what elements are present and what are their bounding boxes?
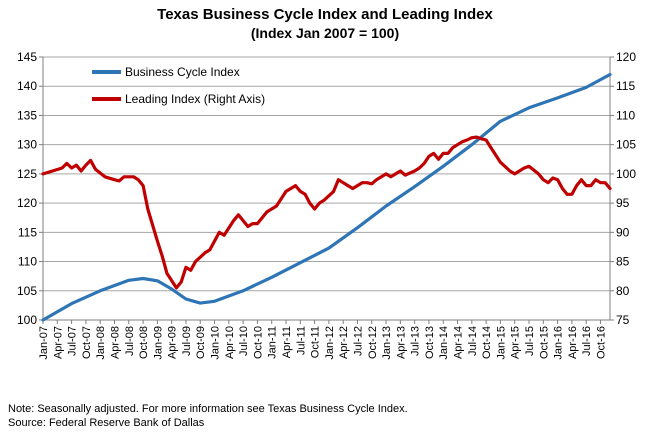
left-tick-label: 105: [17, 284, 37, 298]
x-tick-label: Jul-13: [410, 326, 422, 356]
x-tick-label: Jan-08: [95, 326, 107, 360]
line-chart: 100 105 110 115 120 125 130 135 140 145 75 80 85 90 9…: [17, 50, 636, 360]
x-tick-label: Oct-07: [81, 326, 93, 359]
left-tick-label: 110: [18, 255, 37, 269]
x-tick-label: Oct-08: [138, 326, 150, 359]
x-tick-label: Apr-16: [567, 326, 579, 359]
x-tick-label: Oct-12: [367, 326, 379, 359]
right-tick-label: 80: [616, 284, 630, 298]
left-tick-label: 120: [17, 196, 37, 210]
x-tick-label: Jul-16: [581, 326, 593, 356]
x-tick-label: Oct-13: [424, 326, 436, 359]
x-tick-label: Jul-09: [181, 326, 193, 356]
right-tick-label: 95: [616, 196, 630, 210]
right-tick-label: 85: [616, 255, 630, 269]
footnote: Note: Seasonally adjusted. For more info…: [8, 402, 408, 430]
right-y-axis: 75 80 85 90 95 100 105 110 115 120: [610, 50, 636, 327]
series-lines: [41, 72, 612, 322]
x-tick-label: Jan-07: [38, 326, 50, 360]
x-tick-label: Jul-11: [295, 326, 307, 355]
x-tick-label: Apr-07: [52, 326, 64, 359]
x-tick-label: Jan-14: [438, 326, 450, 360]
x-tick-label: Apr-11: [281, 326, 293, 358]
series-line-business-cycle: [41, 72, 612, 322]
chart-title: Texas Business Cycle Index and Leading I…: [157, 6, 493, 23]
right-tick-label: 100: [616, 167, 636, 181]
x-tick-label: Jan-11: [267, 326, 279, 359]
right-tick-label: 105: [616, 138, 636, 152]
x-tick-label: Jan-09: [152, 326, 164, 360]
x-tick-label: Oct-10: [252, 326, 264, 359]
x-tick-label: Apr-08: [109, 326, 121, 359]
footnote-source: Source: Federal Reserve Bank of Dallas: [8, 417, 205, 429]
left-tick-label: 130: [17, 138, 37, 152]
right-tick-label: 120: [616, 50, 636, 64]
legend-label-leading-index: Leading Index (Right Axis): [125, 92, 265, 106]
left-tick-label: 135: [17, 108, 37, 122]
x-tick-label: Jul-12: [352, 326, 364, 356]
left-tick-label: 125: [17, 167, 37, 181]
x-tick-label: Jan-13: [381, 326, 393, 360]
left-tick-label: 100: [17, 313, 37, 327]
left-tick-label: 115: [18, 225, 37, 239]
x-tick-label: Oct-14: [481, 326, 493, 359]
right-tick-label: 115: [616, 79, 635, 93]
x-tick-label: Oct-16: [595, 326, 607, 359]
x-tick-label: Jan-16: [553, 326, 565, 360]
x-tick-label: Oct-11: [310, 326, 322, 358]
x-tick-label: Oct-15: [538, 326, 550, 359]
series-line-leading-index: [41, 135, 612, 290]
x-tick-label: Apr-10: [224, 326, 236, 359]
x-tick-label: Jul-10: [238, 326, 250, 356]
x-tick-label: Jul-07: [67, 326, 79, 356]
footnote-note: Note: Seasonally adjusted. For more info…: [8, 403, 408, 415]
legend-label-business-cycle: Business Cycle Index: [125, 65, 240, 79]
x-tick-label: Apr-14: [453, 326, 465, 359]
x-tick-label: Jan-12: [324, 326, 336, 360]
x-tick-label: Apr-13: [395, 326, 407, 359]
chart-subtitle: (Index Jan 2007 = 100): [250, 25, 400, 41]
right-tick-label: 90: [616, 225, 630, 239]
x-tick-label: Apr-15: [510, 326, 522, 359]
right-tick-label: 110: [616, 108, 635, 122]
left-tick-label: 140: [17, 79, 37, 93]
x-tick-label: Jul-14: [467, 326, 479, 356]
x-tick-label: Jan-10: [210, 326, 222, 360]
legend: Business Cycle Index Leading Index (Righ…: [92, 65, 265, 106]
left-tick-label: 145: [17, 50, 37, 64]
x-tick-label: Apr-12: [338, 326, 350, 359]
x-tick-label: Jul-15: [524, 326, 536, 356]
x-tick-label: Jul-08: [124, 326, 136, 356]
right-tick-label: 75: [616, 313, 630, 327]
x-tick-label: Jan-15: [495, 326, 507, 360]
x-tick-label: Apr-09: [167, 326, 179, 359]
left-y-axis: 100 105 110 115 120 125 130 135 140 145: [17, 50, 43, 327]
x-axis: Jan-07 Apr-07 Jul-07 Oct-07 Jan-08 Apr-08 Jul-…: [38, 320, 607, 360]
x-tick-label: Oct-09: [195, 326, 207, 359]
